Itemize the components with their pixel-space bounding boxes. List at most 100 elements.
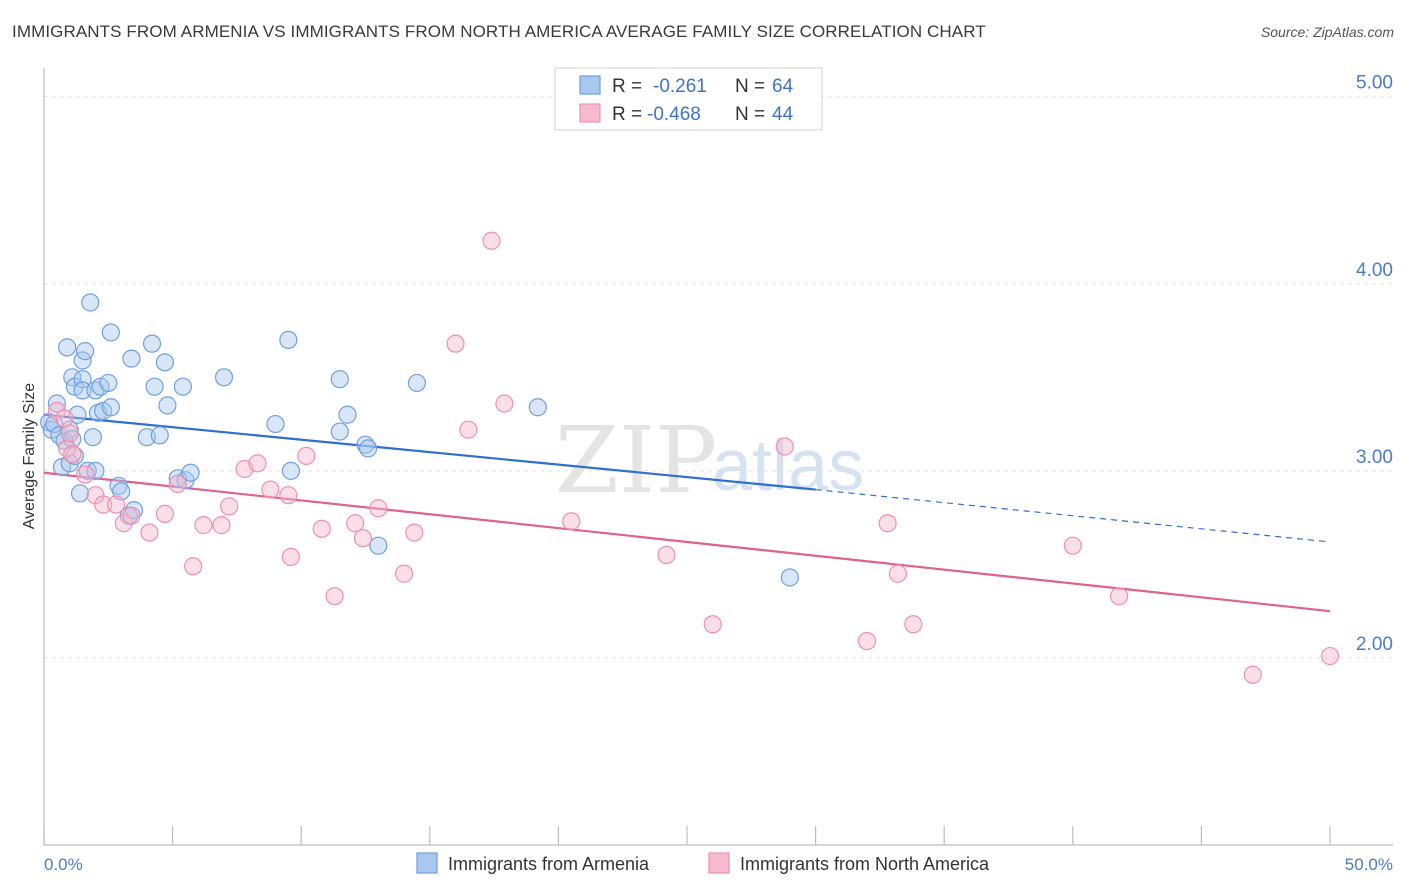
legend-top: R = -0.261 N = 64 R = -0.468 N = 44 bbox=[554, 67, 823, 131]
point-armenia bbox=[181, 463, 200, 482]
legend-swatch-armenia bbox=[579, 75, 601, 95]
legend-n-label-armenia: N = bbox=[735, 76, 765, 97]
point-north-america bbox=[1109, 587, 1129, 606]
legend-swatch-north-america bbox=[579, 103, 601, 123]
point-north-america bbox=[220, 497, 239, 516]
trend-line-armenia-extrapolated bbox=[815, 488, 1331, 543]
point-armenia bbox=[145, 377, 164, 396]
point-north-america bbox=[168, 474, 187, 494]
point-armenia bbox=[47, 394, 66, 413]
point-north-america bbox=[703, 615, 722, 634]
point-north-america bbox=[353, 529, 373, 548]
point-north-america bbox=[106, 495, 126, 514]
point-armenia bbox=[279, 330, 298, 350]
watermark-atlas: atlas bbox=[712, 426, 864, 506]
bottom-legend-swatch-armenia bbox=[416, 852, 438, 874]
axes bbox=[43, 68, 1393, 846]
point-north-america bbox=[58, 439, 77, 458]
point-armenia bbox=[369, 536, 388, 555]
point-north-america bbox=[1320, 646, 1340, 666]
watermark-zip: ZIP bbox=[555, 407, 717, 514]
point-armenia bbox=[83, 428, 102, 447]
point-north-america bbox=[194, 516, 213, 535]
point-armenia bbox=[281, 461, 301, 480]
point-armenia bbox=[407, 373, 427, 393]
legend-r-value-north-america: -0.468 bbox=[647, 104, 701, 125]
point-north-america bbox=[482, 231, 501, 250]
point-north-america bbox=[281, 547, 301, 567]
y-tick-labels: 2.00 3.00 4.00 5.00 bbox=[1356, 73, 1393, 655]
x-tick-label-max: 50.0% bbox=[1345, 855, 1393, 874]
point-armenia bbox=[214, 368, 234, 387]
point-north-america bbox=[261, 480, 280, 499]
bottom-legend-label-armenia: Immigrants from Armenia bbox=[448, 854, 650, 874]
point-north-america bbox=[60, 424, 79, 443]
point-armenia bbox=[330, 370, 349, 389]
point-north-america bbox=[394, 564, 414, 583]
point-north-america bbox=[76, 465, 95, 484]
point-north-america bbox=[212, 516, 231, 535]
point-armenia bbox=[142, 334, 162, 353]
point-north-america bbox=[63, 444, 82, 464]
point-north-america bbox=[184, 557, 203, 576]
point-armenia bbox=[266, 414, 285, 434]
legend-r-value-armenia: -0.261 bbox=[653, 76, 707, 97]
point-armenia bbox=[65, 446, 84, 465]
legend-bottom: Immigrants from Armenia Immigrants from … bbox=[416, 852, 990, 874]
y-tick-label: 5.00 bbox=[1356, 73, 1393, 94]
point-north-america bbox=[155, 504, 174, 523]
point-north-america bbox=[94, 495, 113, 514]
point-north-america bbox=[369, 499, 388, 518]
point-armenia bbox=[173, 377, 192, 396]
point-north-america bbox=[495, 394, 514, 413]
bottom-legend-swatch-north-america bbox=[708, 852, 730, 874]
bottom-legend-label-north-america: Immigrants from North America bbox=[740, 854, 990, 874]
point-north-america bbox=[562, 512, 581, 531]
data-points bbox=[40, 231, 1340, 684]
point-north-america bbox=[657, 545, 676, 565]
point-north-america bbox=[346, 514, 365, 533]
point-north-america bbox=[1243, 665, 1262, 684]
point-armenia bbox=[780, 568, 799, 587]
point-north-america bbox=[888, 564, 908, 583]
y-axis-title: Average Family Size bbox=[21, 383, 38, 530]
point-north-america bbox=[297, 446, 316, 465]
point-armenia bbox=[81, 293, 100, 312]
point-armenia bbox=[158, 396, 177, 415]
point-armenia bbox=[150, 426, 169, 445]
x-ticks bbox=[43, 826, 1331, 845]
point-north-america bbox=[312, 519, 331, 538]
point-north-america bbox=[446, 334, 465, 353]
y-tick-label: 3.00 bbox=[1356, 447, 1393, 468]
legend-r-label-north-america: R = bbox=[612, 104, 642, 125]
point-north-america bbox=[775, 437, 794, 456]
chart-title: IMMIGRANTS FROM ARMENIA VS IMMIGRANTS FR… bbox=[12, 22, 986, 41]
point-north-america bbox=[86, 486, 105, 505]
point-north-america bbox=[114, 514, 133, 533]
point-armenia bbox=[73, 381, 92, 400]
point-armenia bbox=[76, 342, 95, 361]
point-north-america bbox=[904, 615, 923, 634]
point-armenia bbox=[528, 398, 547, 417]
trend-line-armenia bbox=[43, 413, 816, 491]
x-tick-label-min: 0.0% bbox=[44, 855, 83, 874]
point-north-america bbox=[140, 523, 159, 542]
point-north-america bbox=[248, 454, 267, 473]
point-armenia bbox=[122, 349, 141, 368]
point-north-america bbox=[878, 514, 897, 533]
point-north-america bbox=[459, 420, 478, 439]
point-north-america bbox=[47, 401, 66, 421]
point-north-america bbox=[279, 486, 298, 505]
point-north-america bbox=[857, 631, 877, 651]
legend-n-value-north-america: 44 bbox=[772, 104, 794, 125]
point-armenia bbox=[330, 422, 349, 441]
watermark: ZIP atlas bbox=[555, 407, 864, 514]
grid-lines bbox=[44, 96, 1393, 659]
legend-r-label-armenia: R = bbox=[612, 76, 642, 97]
point-armenia bbox=[70, 484, 90, 503]
point-armenia bbox=[101, 398, 120, 417]
point-armenia bbox=[58, 338, 77, 357]
point-armenia bbox=[358, 439, 378, 458]
point-armenia bbox=[155, 353, 174, 372]
